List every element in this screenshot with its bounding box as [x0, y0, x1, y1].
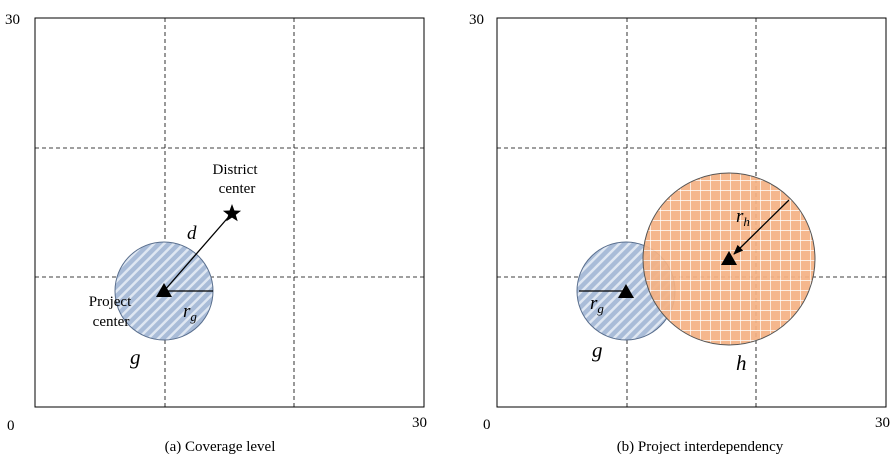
radius-label-rg-subscript: g: [190, 309, 197, 324]
distance-line-d: [163, 212, 233, 292]
panel-b-frame: [496, 17, 887, 408]
panel-a-frame: [34, 17, 425, 408]
panel-b-origin-label: 0: [483, 417, 491, 433]
radius-label-rg: rg: [590, 293, 604, 316]
panel-a-x-max-label: 30: [412, 415, 427, 431]
panel-b-caption: (b) Project interdependency: [617, 439, 784, 455]
district-center-label-line2: center: [219, 181, 256, 197]
distance-label-d: d: [187, 223, 197, 244]
circle-label-h: h: [736, 351, 747, 375]
panel-a-y-max-label: 30: [5, 12, 20, 28]
panel-b-x-max-label: 30: [875, 415, 890, 431]
district-center-star-icon: [222, 204, 242, 222]
project-center-label-line2: center: [93, 314, 130, 330]
project-h-center-triangle-icon: [721, 251, 737, 265]
panel-a-origin-label: 0: [7, 418, 15, 434]
project-center-label-line1: Project: [89, 294, 132, 310]
radius-label-rh: rh: [736, 206, 750, 229]
panel-a-caption: (a) Coverage level: [165, 439, 276, 455]
radius-label-rg-subscript: g: [597, 301, 604, 316]
panel-b: 30 0 30 rg rh g h (b) Project interdepen…: [469, 12, 890, 455]
radius-label-rg: rg: [183, 301, 197, 324]
circle-label-g: g: [592, 338, 603, 362]
radius-label-rh-subscript: h: [743, 214, 750, 229]
circle-label-g: g: [130, 345, 141, 369]
radius-arrow-rh: [733, 199, 790, 255]
project-center-triangle-icon: [156, 283, 172, 297]
panel-b-y-max-label: 30: [469, 12, 484, 28]
panel-a: 30 0 30 District center d Project center…: [5, 12, 427, 455]
district-center-label-line1: District: [213, 162, 259, 178]
project-g-center-triangle-icon: [618, 284, 634, 298]
